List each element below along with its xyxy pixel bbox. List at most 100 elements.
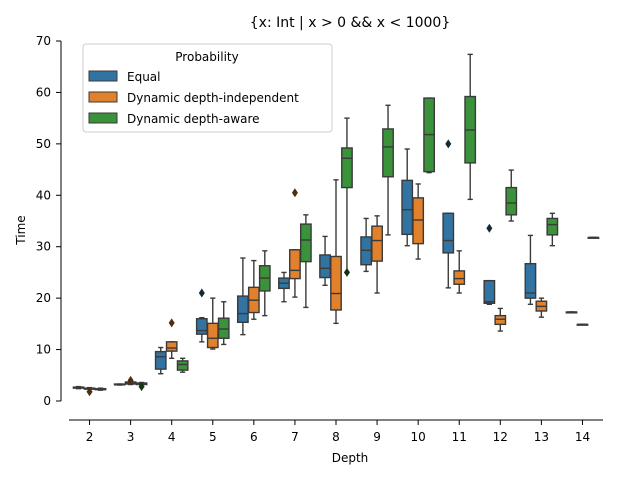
y-tick-label: 20 bbox=[36, 291, 51, 305]
x-tick-label: 4 bbox=[168, 430, 176, 444]
box-12-series-0 bbox=[483, 223, 496, 306]
box-iqr bbox=[382, 128, 394, 178]
box-iqr bbox=[401, 179, 414, 236]
box-iqr bbox=[195, 318, 208, 335]
box-11-series-0 bbox=[442, 139, 455, 289]
legend-label-2: Dynamic depth-aware bbox=[127, 112, 260, 126]
x-tick-label: 7 bbox=[291, 430, 299, 444]
x-tick-label: 8 bbox=[332, 430, 340, 444]
box-iqr bbox=[330, 255, 342, 311]
box-6-series-2 bbox=[258, 250, 271, 317]
box-12-series-2 bbox=[505, 169, 518, 222]
box-iqr bbox=[341, 147, 353, 189]
box-11-series-2 bbox=[464, 53, 477, 201]
box-7-series-2 bbox=[299, 214, 312, 309]
box-8-series-2 bbox=[341, 117, 353, 277]
box-2-series-2 bbox=[94, 387, 107, 391]
box-iqr bbox=[236, 295, 249, 324]
legend-swatch-1 bbox=[88, 91, 118, 103]
box-iqr bbox=[524, 262, 537, 299]
box-5-series-0 bbox=[195, 288, 208, 343]
box-iqr bbox=[442, 212, 455, 254]
box-6-series-0 bbox=[236, 257, 249, 336]
x-tick-label: 11 bbox=[452, 430, 467, 444]
y-axis-label: Time bbox=[14, 215, 28, 245]
box-9-series-1 bbox=[371, 215, 383, 294]
legend-frame bbox=[82, 43, 333, 133]
box-iqr bbox=[412, 197, 425, 245]
box-6-series-1 bbox=[247, 259, 260, 320]
box-7-series-1 bbox=[289, 188, 301, 298]
legend-label-0: Equal bbox=[127, 70, 161, 84]
legend-swatch-2 bbox=[88, 112, 118, 124]
outlier-point bbox=[198, 288, 205, 298]
box-iqr bbox=[206, 322, 219, 349]
y-tick-label: 40 bbox=[36, 188, 51, 202]
box-2-series-0 bbox=[72, 385, 85, 390]
outlier-point bbox=[291, 188, 298, 198]
legend-label-1: Dynamic depth-independent bbox=[127, 91, 299, 105]
x-axis: 2 3 4 5 6 7 8 9 10 11 12 13 14 bbox=[69, 419, 603, 444]
y-tick-label: 30 bbox=[36, 240, 51, 254]
y-tick-label: 50 bbox=[36, 137, 51, 151]
outlier-point bbox=[168, 318, 175, 328]
box-2-series-1 bbox=[83, 386, 96, 397]
box-13-series-1 bbox=[535, 297, 548, 318]
box-14-series-2 bbox=[587, 236, 600, 239]
box-10-series-0 bbox=[401, 148, 414, 247]
outlier-point bbox=[86, 387, 93, 397]
box-iqr bbox=[371, 225, 383, 262]
box-10-series-1 bbox=[412, 183, 425, 260]
legend-swatch-0 bbox=[88, 70, 118, 82]
outlier-point bbox=[486, 223, 493, 233]
box-iqr bbox=[483, 279, 496, 304]
legend: Probability Equal Dynamic depth-independe… bbox=[82, 43, 333, 133]
chart-title: {x: Int | x > 0 && x < 1000} bbox=[250, 15, 450, 31]
x-tick-label: 10 bbox=[411, 430, 426, 444]
box-iqr bbox=[319, 254, 331, 279]
box-10-series-2 bbox=[423, 97, 436, 174]
box-4-series-0 bbox=[154, 346, 167, 375]
y-tick-label: 60 bbox=[36, 85, 51, 99]
box-iqr bbox=[289, 249, 301, 280]
box-4-series-1 bbox=[165, 318, 178, 360]
legend-title: Probability bbox=[175, 50, 238, 64]
box-iqr bbox=[176, 360, 189, 371]
x-tick-label: 14 bbox=[575, 430, 590, 444]
x-tick-label: 9 bbox=[373, 430, 381, 444]
box-iqr bbox=[494, 314, 507, 326]
box-11-series-1 bbox=[453, 250, 466, 294]
box-9-series-2 bbox=[382, 104, 394, 236]
box-iqr bbox=[165, 341, 178, 352]
box-iqr bbox=[546, 217, 559, 236]
x-tick-label: 3 bbox=[127, 430, 135, 444]
x-tick-label: 5 bbox=[209, 430, 217, 444]
box-iqr bbox=[154, 350, 167, 370]
box-5-series-2 bbox=[217, 301, 230, 346]
x-axis-label: Depth bbox=[332, 451, 369, 465]
plot-area bbox=[72, 53, 600, 397]
box-13-series-0 bbox=[524, 234, 537, 306]
box-iqr bbox=[505, 186, 518, 216]
box-3-series-2 bbox=[135, 381, 148, 392]
box-12-series-1 bbox=[494, 307, 507, 332]
box-iqr bbox=[453, 270, 466, 285]
box-5-series-1 bbox=[206, 297, 219, 350]
outlier-point bbox=[343, 267, 350, 277]
y-tick-label: 70 bbox=[36, 34, 51, 48]
box-8-series-1 bbox=[330, 179, 342, 325]
box-14-series-1 bbox=[576, 323, 589, 326]
box-iqr bbox=[299, 223, 312, 263]
x-tick-label: 13 bbox=[534, 430, 549, 444]
outlier-point bbox=[127, 375, 134, 385]
box-4-series-2 bbox=[176, 357, 189, 373]
x-tick-label: 2 bbox=[86, 430, 94, 444]
outlier-point bbox=[138, 382, 145, 392]
y-tick-label: 0 bbox=[43, 394, 51, 408]
box-13-series-2 bbox=[546, 212, 559, 247]
y-tick-label: 10 bbox=[36, 343, 51, 357]
x-tick-label: 6 bbox=[250, 430, 258, 444]
y-axis: 0 10 20 30 40 50 60 70 bbox=[36, 34, 62, 408]
outlier-point bbox=[445, 139, 452, 149]
box-3-series-1 bbox=[124, 375, 137, 386]
